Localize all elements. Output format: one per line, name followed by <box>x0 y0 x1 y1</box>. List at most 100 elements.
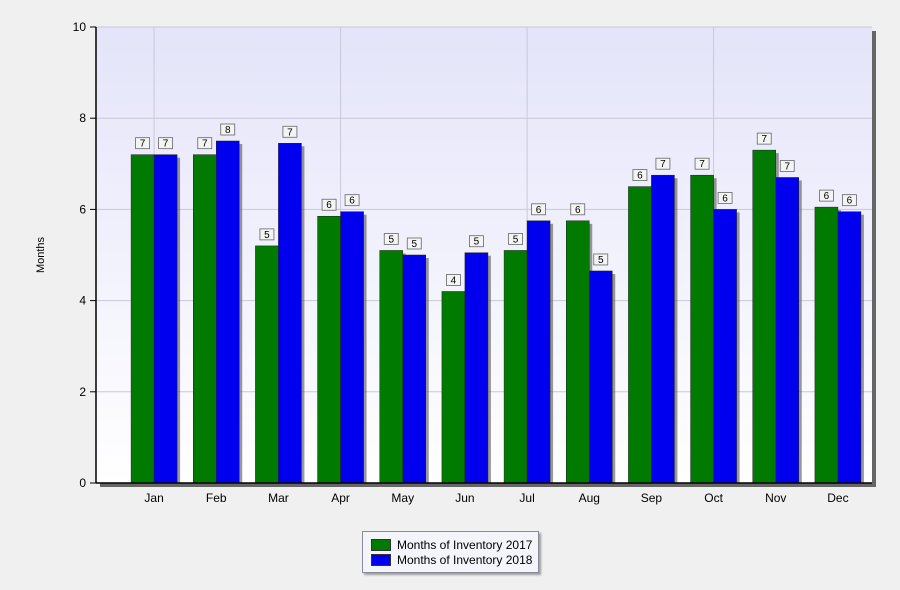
data-label-box <box>469 235 484 248</box>
data-label-box <box>593 253 609 266</box>
data-label-box <box>259 228 275 241</box>
data-label: 6 <box>536 205 542 216</box>
data-label: 6 <box>326 200 332 211</box>
x-tick-label: Feb <box>206 491 227 505</box>
data-label-box <box>570 203 586 216</box>
data-label: 5 <box>411 239 417 250</box>
bar-mar-2017 <box>255 245 279 484</box>
data-label: 6 <box>349 196 355 207</box>
data-label-box <box>158 137 173 150</box>
data-label-box <box>717 191 733 204</box>
y-tick-label: 4 <box>79 294 86 308</box>
data-label-box <box>655 157 671 170</box>
bar-jul-2018 <box>526 220 551 484</box>
legend-item-2018: Months of Inventory 2018 <box>371 552 532 568</box>
data-label-box <box>819 189 834 202</box>
data-label: 7 <box>784 161 790 172</box>
x-tick-label: Oct <box>704 491 723 505</box>
legend-label-2018: Months of Inventory 2018 <box>397 553 533 567</box>
legend-label-2017: Months of Inventory 2017 <box>397 538 533 552</box>
bar-feb-2017 <box>193 154 217 484</box>
bar-may-2018 <box>402 254 426 484</box>
data-label-box <box>779 160 795 172</box>
bar-apr-2017 <box>317 215 341 484</box>
data-label-box <box>344 194 360 207</box>
bar-jan-2018 <box>153 154 178 484</box>
bar-nov-2017 <box>752 149 776 484</box>
data-label-box <box>694 157 710 170</box>
bar-sep-2018 <box>651 174 675 484</box>
x-tick-label: May <box>391 491 414 505</box>
legend-item-2017: Months of Inventory 2017 <box>371 537 532 553</box>
data-label: 5 <box>513 234 519 245</box>
data-label: 7 <box>660 159 666 170</box>
data-label-box <box>282 125 298 138</box>
bar-aug-2018 <box>589 270 613 484</box>
bar-dec-2017 <box>814 206 839 484</box>
bar-oct-2017 <box>690 174 714 484</box>
legend: Months of Inventory 2017 Months of Inven… <box>362 531 539 573</box>
data-label: 8 <box>225 125 231 136</box>
bar-feb-2018 <box>216 140 240 484</box>
data-label: 7 <box>202 139 208 150</box>
bars: 7 7 7 8 5 7 6 6 5 5 4 5 5 6 6 5 6 7 7 6 7 7 6 6 <box>130 123 864 484</box>
data-label: 6 <box>847 196 853 207</box>
bar-aug-2017 <box>566 220 590 484</box>
data-label: 7 <box>761 134 767 145</box>
data-label-box <box>197 137 213 150</box>
data-label-box <box>383 233 399 245</box>
data-label: 7 <box>140 139 146 150</box>
x-tick-label: Nov <box>765 491 786 505</box>
bar-dec-2018 <box>837 211 862 484</box>
x-tick-label: Jan <box>144 491 163 505</box>
data-label: 7 <box>287 127 293 138</box>
data-label-box <box>632 169 648 182</box>
data-label: 7 <box>163 139 169 150</box>
bar-jun-2018 <box>464 252 489 484</box>
data-label-box <box>508 233 523 245</box>
data-label: 6 <box>637 171 643 182</box>
x-tick-label: Apr <box>331 491 350 505</box>
legend-swatch-2017 <box>371 539 391 551</box>
bar-jan-2017 <box>130 154 155 484</box>
y-tick-label: 0 <box>79 476 86 490</box>
data-label-box <box>756 132 772 145</box>
data-label-box <box>321 198 337 211</box>
bar-oct-2018 <box>713 209 737 484</box>
bar-nov-2018 <box>775 177 799 484</box>
data-label-box <box>406 237 422 250</box>
data-label-box <box>842 194 857 207</box>
x-tick-label: Jul <box>519 491 534 505</box>
data-label-box <box>220 123 236 136</box>
y-tick-label: 2 <box>79 385 86 399</box>
axes: 0 2 4 6 8 10 Jan Feb Mar Apr May Jun Jul Aug Sep Oct Nov… <box>73 20 872 505</box>
data-label: 7 <box>699 159 705 170</box>
y-tick-label: 10 <box>73 20 87 34</box>
data-label: 4 <box>451 275 457 286</box>
bar-jul-2017 <box>503 250 528 484</box>
y-tick-label: 6 <box>79 202 86 216</box>
data-label-box <box>531 203 546 216</box>
x-tick-label: Aug <box>579 491 600 505</box>
data-label: 5 <box>598 255 604 266</box>
data-label: 5 <box>474 237 480 248</box>
data-label: 6 <box>824 191 830 202</box>
data-label: 5 <box>388 234 394 245</box>
x-tick-label: Sep <box>641 491 663 505</box>
data-label-box <box>135 137 150 150</box>
data-label-box <box>446 274 461 286</box>
bar-sep-2017 <box>628 186 652 484</box>
data-label: 6 <box>722 193 728 204</box>
bar-apr-2018 <box>340 211 364 484</box>
bar-mar-2018 <box>278 143 302 484</box>
x-tick-label: Jun <box>455 491 474 505</box>
bar-jun-2017 <box>441 291 466 484</box>
y-axis-label: Months <box>35 236 47 273</box>
data-label: 5 <box>264 230 270 241</box>
x-tick-label: Mar <box>268 491 289 505</box>
y-tick-label: 8 <box>79 111 86 125</box>
data-label: 6 <box>575 205 581 216</box>
x-tick-label: Dec <box>827 491 848 505</box>
bar-may-2017 <box>379 250 403 484</box>
